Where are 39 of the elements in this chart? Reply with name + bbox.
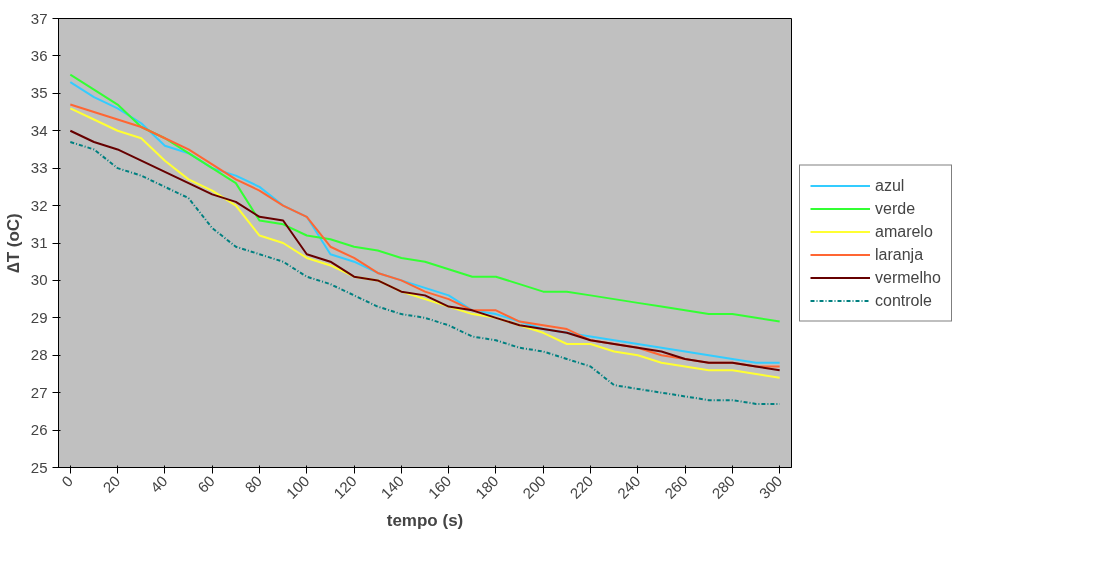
x-tick-label: 160 [424,472,455,502]
y-tick-label: 28 [30,346,48,364]
y-tick-label: 34 [30,121,48,139]
line-series [69,73,781,323]
x-tick-label: 300 [755,472,786,502]
y-tick-label: 26 [30,421,48,439]
y-tick-label: 29 [30,308,48,326]
x-tick-label: 100 [282,472,313,502]
x-tick-label: 40 [146,472,171,496]
x-tick-label: 20 [99,472,124,496]
x-tick-label: 280 [708,472,739,502]
legend-label: controle [875,291,932,309]
y-tick-label: 33 [30,159,48,177]
y-tick-label: 35 [30,84,48,102]
x-tick-label: 60 [194,472,218,496]
legend-label: amarelo [875,222,933,240]
y-tick-label: 36 [30,46,48,64]
y-tick-label: 31 [30,234,48,251]
y-tick-label: 27 [30,383,48,401]
line-series [69,140,781,405]
x-tick-label: 200 [519,472,549,502]
x-tick-label: 180 [471,472,502,502]
y-tick-label: 37 [30,9,48,27]
legend-label: vermelho [875,268,941,286]
x-tick-label: 240 [613,472,644,502]
y-axis-title: ∆T (oC) [3,213,23,273]
x-tick-label: 260 [661,472,691,502]
legend-label: azul [875,176,905,194]
legend-label: laranja [875,245,924,263]
y-tick-label: 30 [30,271,48,289]
x-tick-label: 140 [377,472,408,502]
x-tick-label: 220 [566,472,597,502]
x-axis-title: tempo (s) [386,511,464,531]
x-tick-label: 120 [330,472,360,502]
y-tick-label: 25 [30,458,48,476]
x-tick-label: 0 [58,472,76,491]
x-tick-label: 80 [241,472,266,496]
y-tick-label: 32 [30,196,48,214]
legend-label: verde [875,199,916,217]
